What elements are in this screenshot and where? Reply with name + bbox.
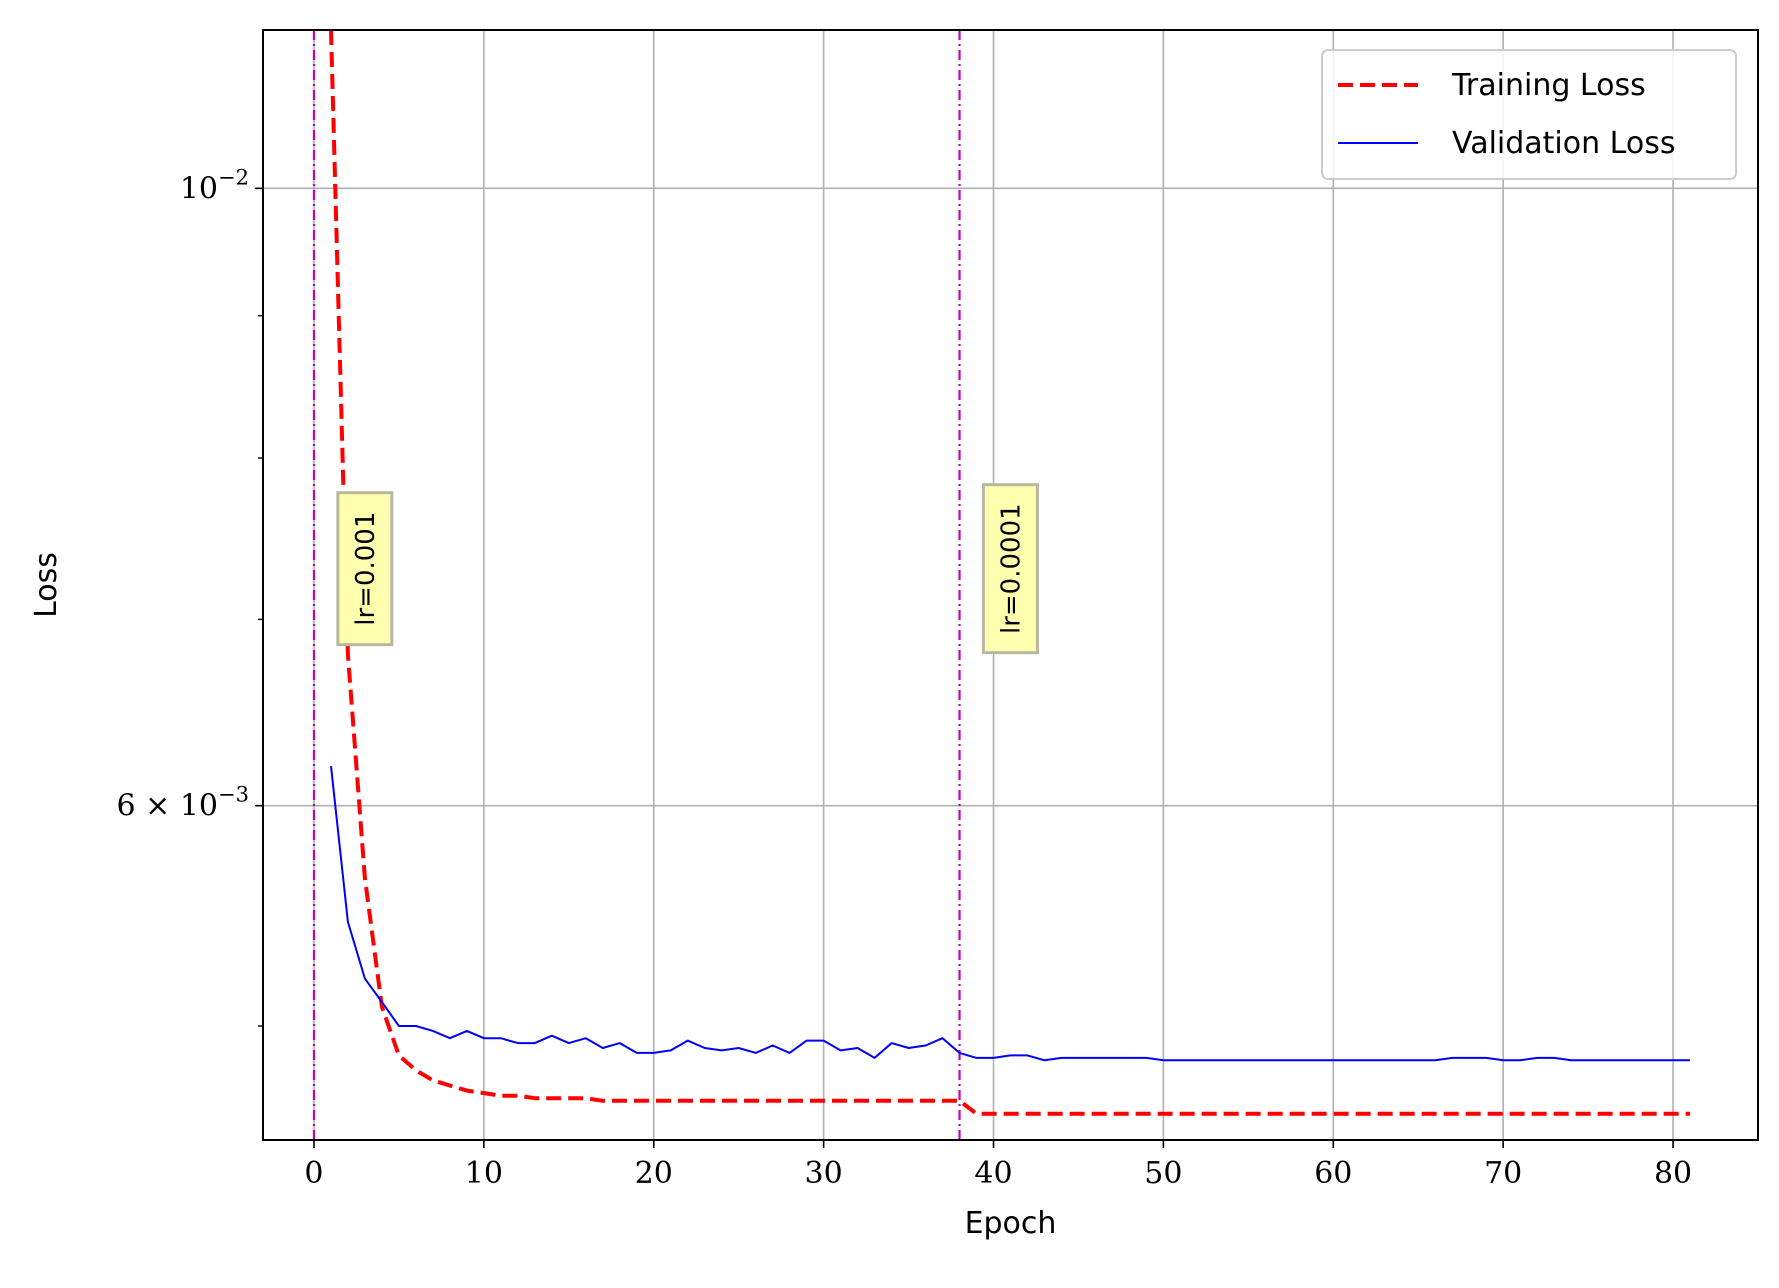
lr-annotation: lr=0.001 <box>336 491 394 647</box>
lr-annotation: lr=0.0001 <box>981 483 1039 655</box>
x-tick-label: 30 <box>805 1156 843 1191</box>
lr-change-lines <box>312 30 961 1140</box>
x-tick-label: 0 <box>304 1156 323 1191</box>
legend: Training Loss Validation Loss <box>1321 49 1737 180</box>
lr-annotation-text: lr=0.001 <box>351 512 381 626</box>
x-tick-label: 70 <box>1484 1156 1522 1191</box>
y-tick-base: 10 <box>180 171 218 206</box>
y-tick-label: 10−2 <box>180 165 249 206</box>
series-line-training-loss <box>329 29 1690 1116</box>
plot-frame <box>262 29 1759 1141</box>
y-tick-base: 6 × 10 <box>117 789 218 824</box>
lr-annotation-box <box>981 483 1039 655</box>
y-tick-label: 6 × 10−3 <box>117 783 249 824</box>
lr-annotation-text: lr=0.0001 <box>996 503 1026 634</box>
series-line-validation-loss <box>330 765 1690 1062</box>
legend-box <box>1321 49 1737 180</box>
x-tick-label: 80 <box>1654 1156 1692 1191</box>
y-tick-exponent: −2 <box>218 165 249 189</box>
y-axis-label: Loss <box>29 552 64 618</box>
series-lines <box>329 29 1690 1116</box>
x-tick-label: 50 <box>1144 1156 1182 1191</box>
x-axis-label: Epoch <box>965 1206 1057 1241</box>
legend-label: Validation Loss <box>1452 126 1675 161</box>
legend-label: Training Loss <box>1451 68 1646 103</box>
y-tick-exponent: −3 <box>218 783 249 807</box>
lr-annotation-box <box>336 491 394 647</box>
x-tick-label: 40 <box>974 1156 1012 1191</box>
x-tick-label: 20 <box>635 1156 673 1191</box>
x-tick-label: 60 <box>1314 1156 1352 1191</box>
x-tick-label: 10 <box>465 1156 503 1191</box>
lr-annotations: lr=0.001 lr=0.0001 <box>336 483 1039 655</box>
